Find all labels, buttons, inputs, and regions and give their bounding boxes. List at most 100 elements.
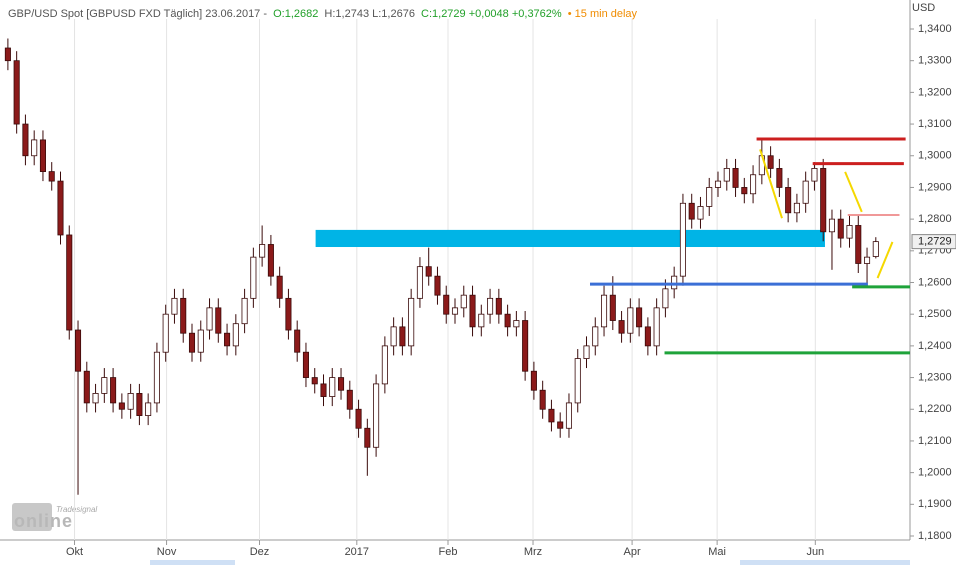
y-tick-label: 1,2800 (918, 213, 952, 225)
candle-body (267, 244, 274, 277)
x-tick-label: Feb (439, 546, 458, 558)
resistance-band (315, 229, 825, 248)
header-delay: • 15 min delay (568, 8, 638, 20)
candle-body (83, 370, 90, 404)
y-tick-label: 1,3400 (918, 23, 952, 35)
candle-body (399, 326, 406, 347)
candle-body (224, 332, 231, 347)
x-tick-label: Jun (806, 546, 824, 558)
y-tick-label: 1,1800 (918, 530, 952, 542)
candle-body (750, 174, 757, 195)
candle-body (811, 168, 818, 182)
candle-body (644, 326, 651, 347)
candle-body (215, 307, 222, 334)
y-tick-label: 1,3300 (918, 55, 952, 67)
candle-body (101, 377, 108, 394)
candle-body (583, 345, 590, 359)
y-tick-label: 1,1900 (918, 498, 952, 510)
candle-body (294, 329, 301, 353)
x-tick-label: Apr (624, 546, 641, 558)
candle-body (548, 408, 555, 423)
candle-body (872, 241, 879, 257)
candle-body (741, 187, 748, 195)
candle-body (776, 168, 783, 188)
watermark-logo: online (14, 511, 73, 531)
x-tick-label: Okt (66, 546, 83, 558)
candle-body (92, 393, 99, 404)
candle-body (820, 168, 827, 233)
trend-arrow (759, 149, 783, 219)
candle-body (285, 297, 292, 331)
candle-body (802, 180, 809, 204)
y-tick-label: 1,3200 (918, 86, 952, 98)
candle-body (74, 329, 82, 372)
x-tick-label: Mrz (524, 546, 542, 558)
candle-body (425, 266, 432, 277)
candle-body (145, 402, 152, 416)
candle-body (495, 297, 502, 315)
candle-body (688, 202, 695, 220)
candle-body (539, 389, 546, 410)
candle-body (522, 320, 529, 372)
y-unit: USD (912, 2, 935, 14)
candle-body (478, 313, 485, 328)
header-title: GBP/USD Spot [GBPUSD FXD Täglich] 23.06.… (8, 8, 267, 20)
candle-body (706, 187, 713, 207)
candle-body (864, 256, 871, 264)
candle-body (653, 307, 660, 347)
candle-body (451, 307, 459, 315)
candle-body (232, 323, 239, 347)
candle-body (592, 326, 599, 347)
candle-body (39, 139, 46, 172)
candle-body (723, 168, 730, 182)
candle-body (241, 297, 248, 325)
candle-body (662, 288, 669, 309)
candle-body (127, 393, 134, 410)
candle-body (31, 139, 38, 157)
candle-body (320, 383, 327, 397)
candle-body (627, 307, 634, 334)
header-high-low: H:1,2743 L:1,2676 (324, 8, 415, 20)
y-tick-label: 1,3100 (918, 118, 952, 130)
candle-body (136, 393, 143, 416)
candle-body (443, 294, 450, 315)
candle-body (609, 294, 616, 321)
header-open: O:1,2682 (273, 8, 318, 20)
candle-body (513, 320, 520, 328)
header: GBP/USD Spot [GBPUSD FXD Täglich] 23.06.… (8, 8, 638, 20)
candle-body (329, 377, 336, 397)
candle-body (697, 206, 704, 220)
candle-body (679, 202, 686, 277)
candle-body (364, 427, 371, 448)
y-tick-label: 1,2300 (918, 371, 952, 383)
candle-body (837, 218, 844, 239)
candle-body (460, 294, 467, 309)
candle-body (601, 294, 608, 328)
last-price-label: 1,2729 (918, 236, 952, 248)
candle-body (714, 180, 722, 188)
candle-body (408, 297, 415, 347)
candle-body (793, 202, 800, 214)
candle-body (197, 329, 204, 353)
candle-body (346, 389, 353, 410)
candle-body (355, 408, 362, 429)
y-tick-label: 1,2500 (918, 308, 952, 320)
candle-body (4, 47, 11, 62)
candle-body (110, 377, 117, 404)
candle-body (416, 266, 423, 299)
candle-body (381, 345, 388, 385)
header-close: C:1,2729 +0,0048 +0,3762% (421, 8, 562, 20)
candle-body (565, 402, 572, 429)
candle-body (504, 313, 511, 328)
candle-body (162, 313, 169, 353)
candle-body (785, 187, 792, 214)
x-tick-label: Nov (157, 546, 177, 558)
candle-body (828, 218, 836, 233)
candle-body (487, 297, 494, 315)
candle-body (250, 256, 257, 299)
scrollbar (740, 560, 910, 565)
candle-body (671, 275, 678, 290)
y-tick-label: 1,3000 (918, 150, 952, 162)
candle-body (846, 225, 853, 239)
